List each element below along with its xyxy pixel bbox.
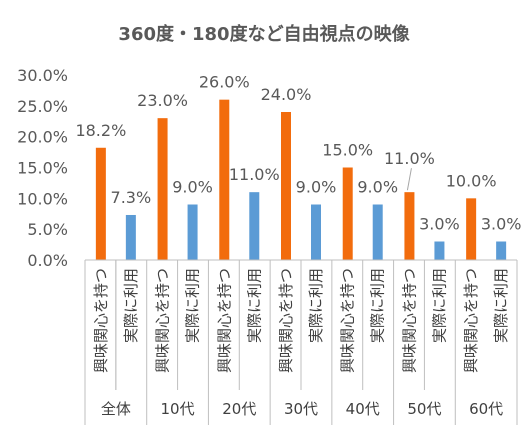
- data-label: 10.0%: [446, 171, 497, 190]
- category-label: 20代: [222, 400, 256, 418]
- series-axis-label: 実際に利用: [307, 268, 325, 343]
- category-label: 40代: [346, 400, 380, 418]
- series-axis-label: 興味関心を持つ: [154, 268, 172, 373]
- data-labels: 18.2% 23.0% 26.0% 24.0% 15.0% 11.0% 10.0% 7.3% 9…: [75, 73, 521, 234]
- bar: [404, 192, 415, 260]
- bar: [434, 241, 445, 260]
- y-tick-label: 30.0%: [17, 66, 68, 85]
- series-axis-label: 実際に利用: [430, 268, 448, 343]
- series-axis-label: 興味関心を持つ: [462, 268, 480, 373]
- bar: [95, 147, 106, 260]
- bars: [95, 99, 507, 261]
- series-axis-label: 実際に利用: [245, 268, 263, 343]
- y-tick-label: 15.0%: [17, 159, 68, 178]
- bar: [496, 241, 507, 260]
- category-label: 10代: [161, 400, 195, 418]
- series-axis-label: 興味関心を持つ: [215, 268, 233, 373]
- chart-title: 360度・180度など自由視点の映像: [118, 23, 410, 45]
- series-axis-label: 興味関心を持つ: [339, 268, 357, 373]
- data-label: 18.2%: [75, 121, 126, 140]
- series-axis-label: 実際に利用: [184, 268, 202, 343]
- series-axis-label: 実際に利用: [369, 268, 387, 343]
- y-tick-label: 25.0%: [17, 97, 68, 116]
- y-axis: 0.0% 5.0% 10.0% 15.0% 20.0% 25.0% 30.0%: [17, 66, 68, 270]
- y-tick-label: 20.0%: [17, 128, 68, 147]
- series-axis-label: 興味関心を持つ: [92, 268, 110, 373]
- data-label: 11.0%: [229, 165, 280, 184]
- bar: [372, 204, 383, 260]
- bar: [157, 118, 168, 261]
- bar: [281, 112, 291, 260]
- data-label: 9.0%: [357, 178, 398, 197]
- series-axis-label: 実際に利用: [492, 268, 510, 343]
- bar: [125, 214, 136, 260]
- bar: [342, 167, 353, 260]
- bar: [219, 99, 230, 261]
- data-label: 24.0%: [261, 85, 312, 104]
- data-label: 3.0%: [419, 215, 460, 234]
- category-label: 50代: [407, 400, 441, 418]
- series-axis-label: 興味関心を持つ: [277, 268, 295, 373]
- category-label: 60代: [469, 400, 503, 418]
- bar: [311, 204, 321, 260]
- y-tick-label: 10.0%: [17, 189, 68, 208]
- category-label: 30代: [284, 400, 318, 418]
- data-label: 23.0%: [137, 91, 188, 110]
- bar: [187, 204, 198, 260]
- y-tick-label: 0.0%: [27, 251, 68, 270]
- leader-line: [406, 168, 412, 191]
- series-axis-label: 興味関心を持つ: [400, 268, 418, 373]
- data-label: 9.0%: [172, 178, 213, 197]
- data-label: 15.0%: [322, 141, 373, 160]
- data-label: 3.0%: [481, 215, 522, 234]
- series-axis-label: 実際に利用: [122, 268, 140, 343]
- data-label: 11.0%: [384, 149, 435, 168]
- data-label: 9.0%: [296, 178, 337, 197]
- bar: [249, 192, 260, 260]
- data-label: 26.0%: [199, 73, 250, 92]
- data-label: 7.3%: [111, 188, 152, 207]
- category-label: 全体: [101, 400, 131, 418]
- y-tick-label: 5.0%: [27, 220, 68, 239]
- bar: [466, 198, 477, 260]
